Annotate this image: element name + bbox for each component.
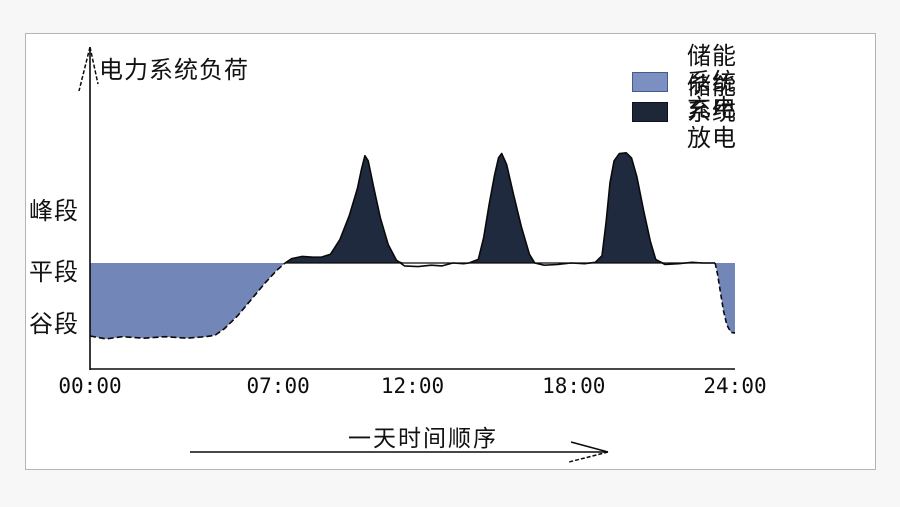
legend-swatch-discharge <box>632 102 668 122</box>
load-curve-drop-segment <box>714 262 736 334</box>
load-curve-group <box>89 152 736 340</box>
load-curve-main-segment <box>284 152 716 268</box>
y-axis-title: 电力系统负荷 <box>99 56 249 84</box>
day-arrow-head <box>570 441 609 453</box>
charge-area-morning <box>90 263 286 339</box>
legend-item-charge: 储能系统充电 <box>632 43 754 121</box>
x-tick-label: 00:00 <box>58 374 122 398</box>
load-curve-valley-segment <box>89 262 286 340</box>
x-tick-label: 18:00 <box>542 374 606 398</box>
charge-area-night <box>715 263 735 334</box>
y-axis-arrowhead <box>89 46 99 85</box>
chart-panel <box>25 33 876 470</box>
x-tick-label: 07:00 <box>246 374 310 398</box>
x-axis-note: 一天时间顺序 <box>348 426 498 452</box>
legend-swatch-charge <box>632 72 668 92</box>
y-level-label-valley: 谷段 <box>29 310 79 338</box>
x-tick-label: 24:00 <box>703 374 767 398</box>
day-arrow-group <box>190 441 609 463</box>
y-axis-arrowhead <box>78 46 91 92</box>
y-level-label-flat: 平段 <box>29 258 79 286</box>
legend-label-charge: 储能系统充电 <box>686 42 737 122</box>
day-arrow-head <box>568 451 609 463</box>
x-tick-label: 12:00 <box>380 374 445 398</box>
discharge-area-group <box>285 152 716 263</box>
legend-item-discharge: 储能系统放电 <box>632 73 754 151</box>
y-level-label-peak: 峰段 <box>29 197 79 225</box>
discharge-area-peaks <box>285 152 716 263</box>
axes-group <box>78 46 735 370</box>
charge-area-group <box>90 263 735 339</box>
legend-label-discharge: 储能系统放电 <box>686 72 737 152</box>
